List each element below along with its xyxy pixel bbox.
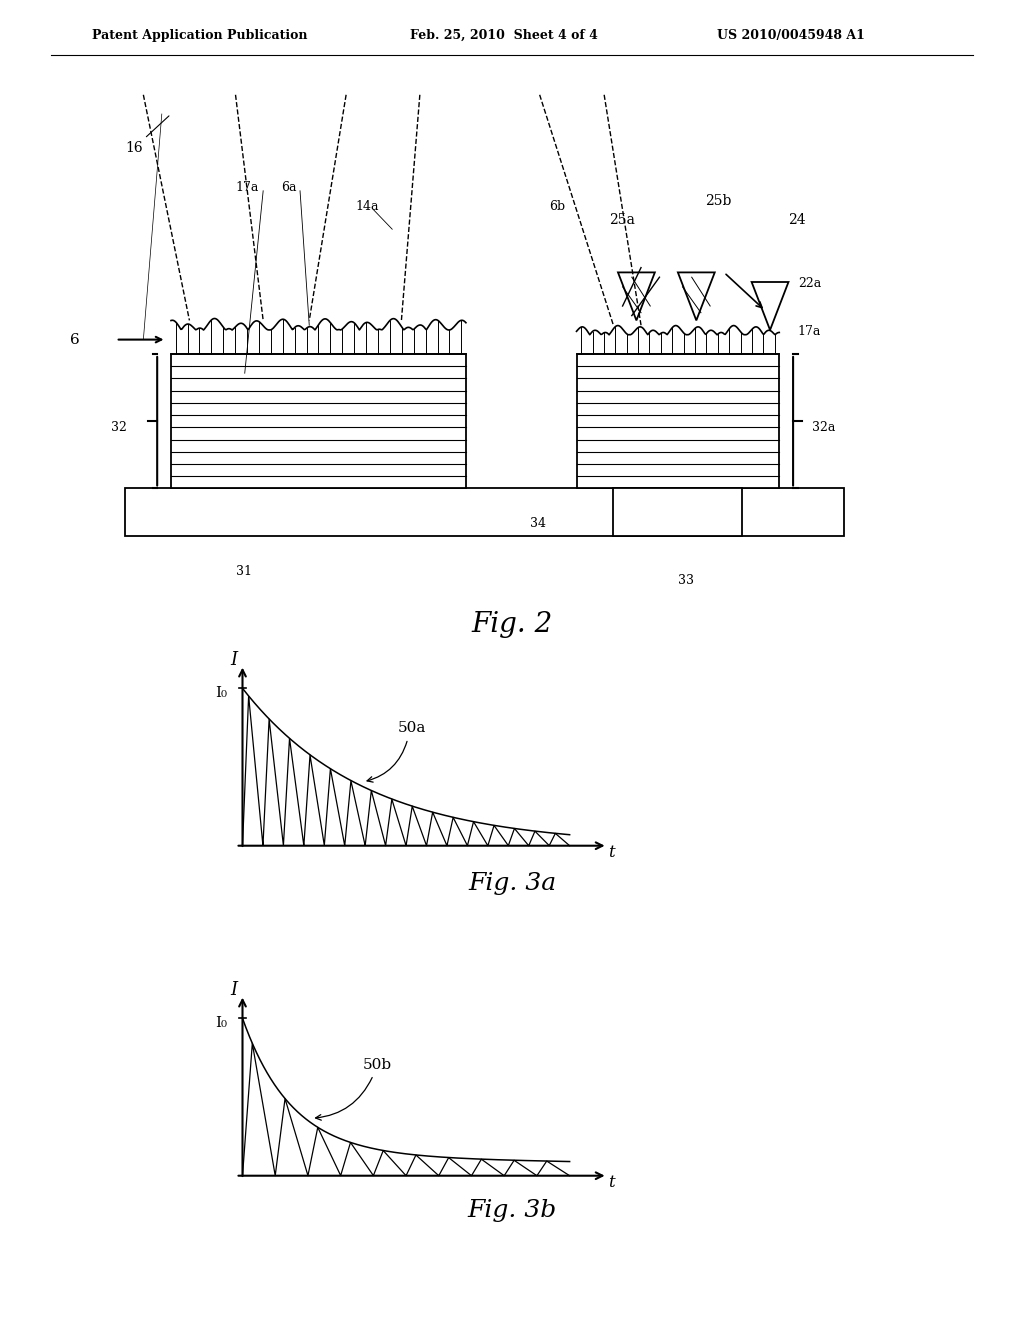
Text: 22a: 22a xyxy=(798,277,821,290)
Text: Fig. 3b: Fig. 3b xyxy=(467,1199,557,1222)
Bar xyxy=(613,488,742,536)
Text: 32: 32 xyxy=(112,421,127,434)
Text: 6b: 6b xyxy=(549,201,565,213)
Text: 6: 6 xyxy=(70,334,80,347)
Text: t: t xyxy=(607,1173,614,1191)
Text: 34: 34 xyxy=(530,517,547,529)
Text: 24: 24 xyxy=(788,214,806,227)
Text: I: I xyxy=(230,981,238,999)
Text: Fig. 2: Fig. 2 xyxy=(471,611,553,639)
Text: 6a: 6a xyxy=(282,181,297,194)
Text: 17a: 17a xyxy=(236,181,259,194)
Text: t: t xyxy=(607,843,614,861)
Text: I: I xyxy=(230,651,238,669)
Bar xyxy=(125,488,844,536)
Text: 16: 16 xyxy=(125,116,169,156)
Text: 25b: 25b xyxy=(706,194,732,209)
Text: 17a: 17a xyxy=(798,325,821,338)
Text: Patent Application Publication: Patent Application Publication xyxy=(92,29,307,42)
Text: I₀: I₀ xyxy=(215,1016,227,1030)
Text: 25a: 25a xyxy=(609,214,635,227)
Text: I₀: I₀ xyxy=(215,686,227,700)
Text: 32a: 32a xyxy=(812,421,835,434)
Text: US 2010/0045948 A1: US 2010/0045948 A1 xyxy=(717,29,864,42)
Text: 50b: 50b xyxy=(364,1057,392,1072)
Bar xyxy=(171,354,466,488)
Text: 50a: 50a xyxy=(397,722,426,735)
Bar xyxy=(577,354,779,488)
Text: Fig. 3a: Fig. 3a xyxy=(468,871,556,895)
Text: 33: 33 xyxy=(678,574,694,587)
Text: 14a: 14a xyxy=(355,201,379,213)
Text: 31: 31 xyxy=(236,565,252,578)
Text: Feb. 25, 2010  Sheet 4 of 4: Feb. 25, 2010 Sheet 4 of 4 xyxy=(410,29,597,42)
